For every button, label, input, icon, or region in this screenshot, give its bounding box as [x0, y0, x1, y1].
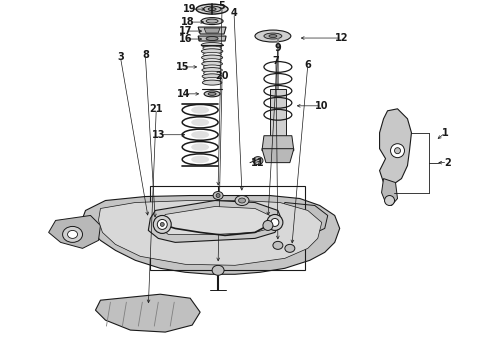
Text: 15: 15 [175, 62, 189, 72]
Polygon shape [382, 179, 397, 206]
Text: 11: 11 [251, 158, 265, 168]
Ellipse shape [68, 230, 77, 238]
Ellipse shape [206, 36, 218, 41]
Ellipse shape [160, 222, 164, 226]
Polygon shape [198, 27, 226, 34]
Text: 3: 3 [117, 52, 124, 62]
Text: 1: 1 [442, 128, 449, 138]
Ellipse shape [201, 18, 223, 24]
Ellipse shape [202, 74, 222, 79]
Ellipse shape [263, 220, 273, 230]
Ellipse shape [63, 226, 82, 242]
Ellipse shape [394, 148, 400, 154]
Ellipse shape [191, 131, 209, 139]
Text: 20: 20 [215, 71, 229, 81]
Ellipse shape [213, 192, 223, 199]
Ellipse shape [239, 198, 245, 203]
Ellipse shape [208, 93, 216, 95]
Ellipse shape [235, 195, 249, 206]
Text: 14: 14 [176, 89, 190, 99]
Polygon shape [262, 136, 294, 151]
Polygon shape [262, 149, 294, 163]
Ellipse shape [253, 157, 263, 165]
Polygon shape [158, 207, 272, 234]
Ellipse shape [273, 242, 283, 249]
Ellipse shape [202, 68, 222, 73]
Ellipse shape [191, 119, 209, 126]
Ellipse shape [157, 220, 167, 229]
Ellipse shape [285, 244, 295, 252]
Text: 17: 17 [178, 26, 192, 36]
Ellipse shape [196, 4, 228, 14]
Text: 5: 5 [219, 1, 225, 11]
Ellipse shape [212, 265, 224, 275]
Ellipse shape [191, 156, 209, 163]
Ellipse shape [203, 71, 221, 75]
Ellipse shape [391, 144, 404, 158]
Polygon shape [148, 201, 282, 242]
Text: 13: 13 [151, 130, 165, 140]
Ellipse shape [385, 195, 394, 206]
Text: 2: 2 [444, 158, 451, 168]
Polygon shape [380, 109, 412, 185]
Ellipse shape [216, 194, 220, 198]
Text: 21: 21 [149, 104, 163, 114]
Ellipse shape [203, 65, 221, 69]
Ellipse shape [203, 59, 221, 63]
Text: 10: 10 [315, 101, 328, 111]
Text: 16: 16 [178, 34, 192, 44]
Text: 4: 4 [231, 8, 238, 18]
Ellipse shape [203, 46, 221, 50]
Ellipse shape [202, 80, 222, 85]
Ellipse shape [203, 6, 221, 12]
Text: 8: 8 [142, 50, 149, 60]
Ellipse shape [206, 19, 218, 23]
Ellipse shape [204, 77, 221, 81]
Ellipse shape [203, 53, 221, 57]
Polygon shape [98, 201, 322, 265]
Ellipse shape [267, 215, 283, 230]
Text: 6: 6 [304, 60, 311, 70]
Ellipse shape [204, 91, 220, 97]
Ellipse shape [191, 143, 209, 151]
Polygon shape [49, 216, 100, 248]
Ellipse shape [201, 55, 222, 60]
Polygon shape [82, 195, 340, 274]
Ellipse shape [201, 49, 223, 54]
Polygon shape [96, 294, 200, 332]
Ellipse shape [271, 219, 279, 226]
Polygon shape [204, 28, 220, 33]
Text: 9: 9 [274, 43, 281, 53]
Ellipse shape [264, 33, 282, 39]
Polygon shape [270, 89, 286, 136]
Text: 18: 18 [181, 17, 195, 27]
Bar [150, 185, 305, 270]
Text: 12: 12 [335, 33, 348, 43]
Ellipse shape [153, 216, 171, 233]
Ellipse shape [202, 61, 222, 66]
Ellipse shape [269, 35, 277, 37]
Ellipse shape [208, 8, 216, 10]
Polygon shape [198, 36, 226, 41]
Ellipse shape [201, 42, 223, 48]
Ellipse shape [191, 106, 209, 114]
Polygon shape [278, 203, 328, 235]
Text: 7: 7 [272, 56, 279, 66]
Text: 19: 19 [183, 4, 197, 14]
Ellipse shape [255, 30, 291, 42]
